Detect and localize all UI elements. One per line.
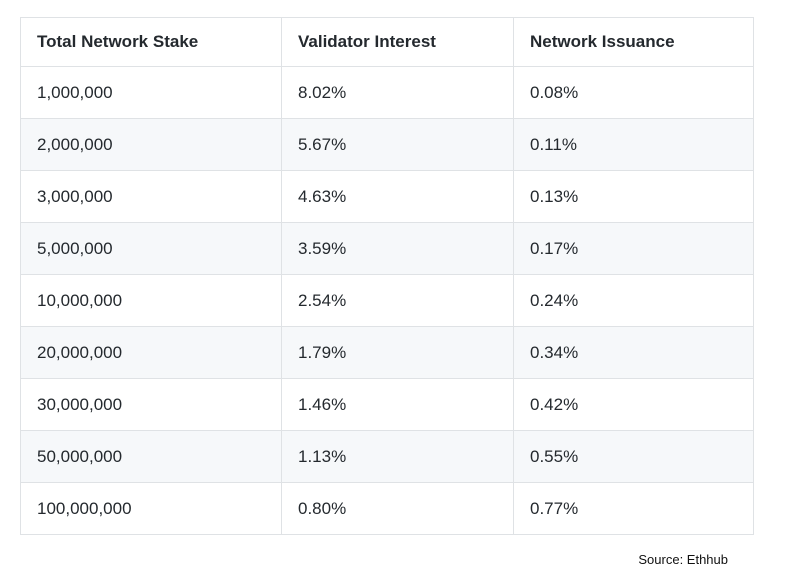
- table-row: 30,000,000 1.46% 0.42%: [20, 378, 754, 431]
- table-cell: 20,000,000: [20, 326, 282, 379]
- table-cell: 1.13%: [281, 430, 514, 483]
- table-cell: 2.54%: [281, 274, 514, 327]
- table-row: 100,000,000 0.80% 0.77%: [20, 482, 754, 535]
- table-row: 5,000,000 3.59% 0.17%: [20, 222, 754, 275]
- table-row: 10,000,000 2.54% 0.24%: [20, 274, 754, 327]
- table-cell: 2,000,000: [20, 118, 282, 171]
- column-header-total-network-stake: Total Network Stake: [20, 17, 282, 67]
- table-cell: 1,000,000: [20, 66, 282, 119]
- table-cell: 30,000,000: [20, 378, 282, 431]
- table-cell: 0.24%: [513, 274, 754, 327]
- table-cell: 3,000,000: [20, 170, 282, 223]
- table-cell: 0.42%: [513, 378, 754, 431]
- table-cell: 0.08%: [513, 66, 754, 119]
- network-stake-table: Total Network Stake Validator Interest N…: [20, 17, 754, 535]
- table-cell: 1.46%: [281, 378, 514, 431]
- table-cell: 0.13%: [513, 170, 754, 223]
- table-cell: 8.02%: [281, 66, 514, 119]
- table-body: 1,000,000 8.02% 0.08% 2,000,000 5.67% 0.11% 3,…: [20, 66, 754, 535]
- table-cell: 5,000,000: [20, 222, 282, 275]
- table-cell: 0.77%: [513, 482, 754, 535]
- table-cell: 3.59%: [281, 222, 514, 275]
- table-cell: 0.80%: [281, 482, 514, 535]
- table-cell: 100,000,000: [20, 482, 282, 535]
- table-cell: 4.63%: [281, 170, 514, 223]
- table-cell: 0.34%: [513, 326, 754, 379]
- column-header-validator-interest: Validator Interest: [281, 17, 514, 67]
- source-attribution: Source: Ethhub: [638, 552, 728, 567]
- table-cell: 10,000,000: [20, 274, 282, 327]
- table-header-row: Total Network Stake Validator Interest N…: [20, 17, 754, 67]
- table-cell: 0.55%: [513, 430, 754, 483]
- table-row: 20,000,000 1.79% 0.34%: [20, 326, 754, 379]
- table-cell: 0.17%: [513, 222, 754, 275]
- table-cell: 0.11%: [513, 118, 754, 171]
- table-row: 1,000,000 8.02% 0.08%: [20, 66, 754, 119]
- table-cell: 5.67%: [281, 118, 514, 171]
- table-row: 3,000,000 4.63% 0.13%: [20, 170, 754, 223]
- table-row: 50,000,000 1.13% 0.55%: [20, 430, 754, 483]
- column-header-network-issuance: Network Issuance: [513, 17, 754, 67]
- table-cell: 1.79%: [281, 326, 514, 379]
- table-cell: 50,000,000: [20, 430, 282, 483]
- table-row: 2,000,000 5.67% 0.11%: [20, 118, 754, 171]
